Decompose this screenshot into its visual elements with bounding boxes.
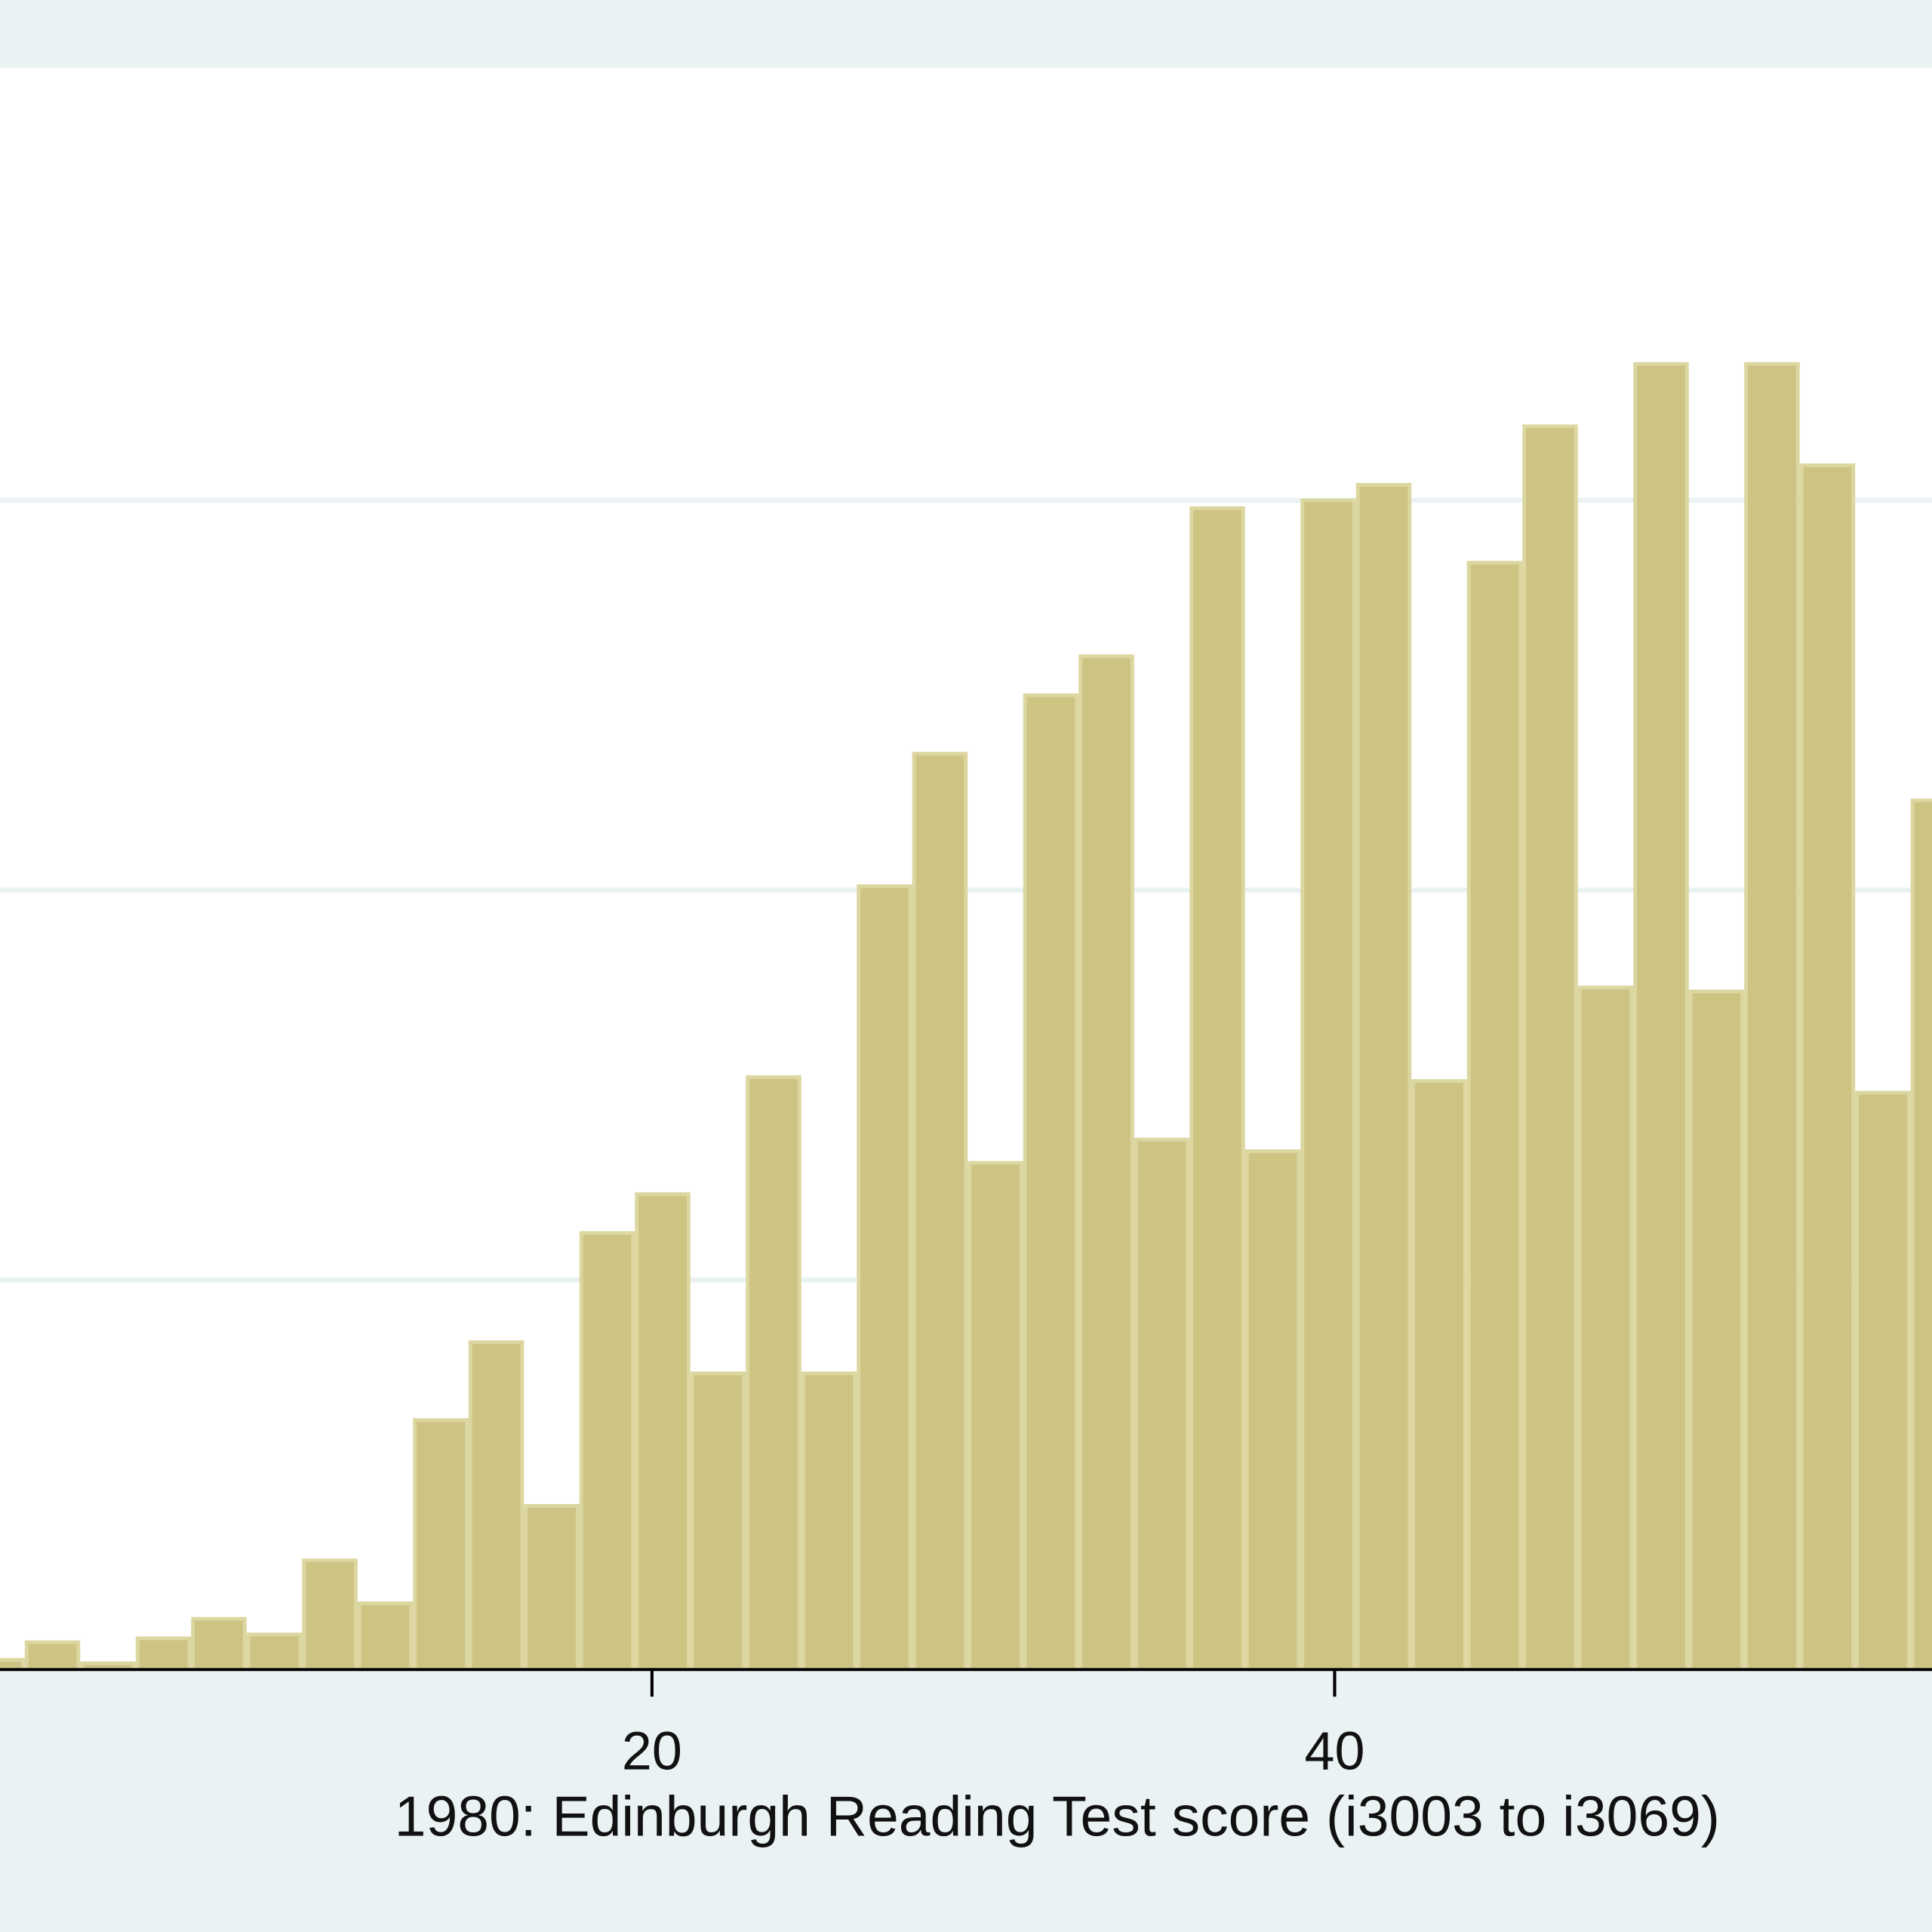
- bar: [1910, 798, 1932, 1670]
- x-tick-label: 20: [622, 1721, 682, 1781]
- x-axis-label: 1980: Edinburgh Reading Test score (i300…: [395, 1785, 1720, 1848]
- bar: [80, 1661, 136, 1670]
- bar: [801, 1371, 857, 1670]
- bar: [579, 1231, 635, 1670]
- bar: [1244, 1149, 1301, 1670]
- bar: [524, 1503, 580, 1670]
- x-tick-label: 40: [1305, 1721, 1365, 1781]
- bar: [968, 1161, 1023, 1670]
- bar: [746, 1075, 801, 1670]
- bar: [1355, 482, 1412, 1670]
- bar: [1300, 498, 1356, 1670]
- plot: [0, 361, 1932, 1670]
- bar: [1744, 361, 1800, 1670]
- bar: [468, 1340, 525, 1670]
- bar: [357, 1601, 414, 1670]
- bar: [191, 1617, 247, 1670]
- bar: [1023, 693, 1079, 1670]
- bar: [1799, 463, 1856, 1670]
- bar: [1189, 506, 1245, 1670]
- bar: [1411, 1079, 1467, 1670]
- bar: [302, 1558, 358, 1670]
- bar: [912, 752, 968, 1670]
- bar: [24, 1640, 81, 1670]
- bar: [1688, 989, 1745, 1670]
- bar: [135, 1636, 192, 1670]
- bar: [1577, 986, 1634, 1670]
- bar: [1078, 654, 1134, 1670]
- axes: 20 40: [0, 1668, 1932, 1781]
- bar: [1633, 361, 1689, 1670]
- bar: [1466, 561, 1523, 1670]
- bar: [635, 1192, 691, 1670]
- bar: [413, 1418, 469, 1670]
- bar: [1855, 1091, 1911, 1670]
- bar: [246, 1632, 303, 1670]
- bar: [1134, 1137, 1190, 1670]
- bar: [0, 1657, 25, 1670]
- bar: [690, 1371, 746, 1670]
- bar: [1522, 424, 1578, 1670]
- bar: [857, 884, 912, 1670]
